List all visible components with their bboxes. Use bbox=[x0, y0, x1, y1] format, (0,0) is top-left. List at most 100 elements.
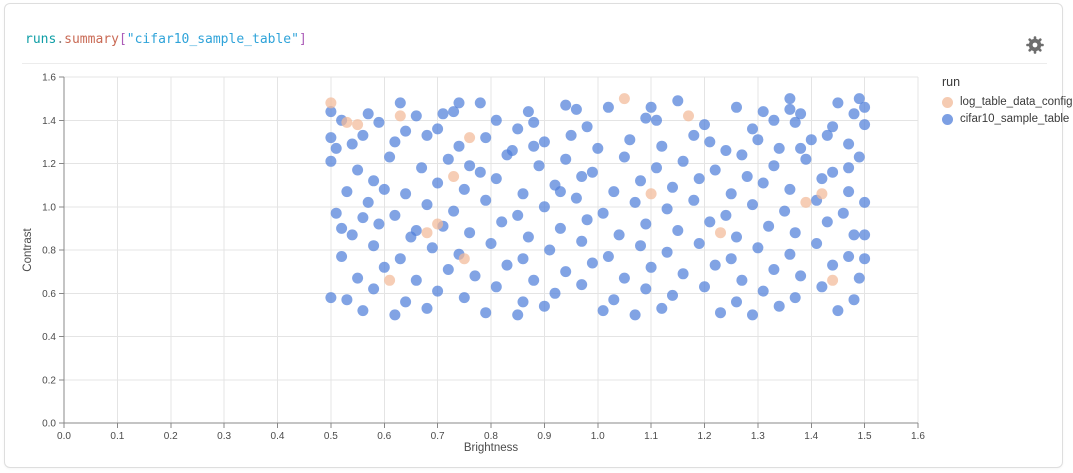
data-point[interactable] bbox=[859, 253, 871, 265]
panel-settings-button[interactable] bbox=[1024, 35, 1046, 57]
data-point[interactable] bbox=[517, 296, 529, 308]
data-point[interactable] bbox=[453, 97, 465, 109]
data-point[interactable] bbox=[538, 300, 550, 312]
data-point[interactable] bbox=[667, 289, 678, 301]
data-point[interactable] bbox=[784, 93, 796, 105]
data-point[interactable] bbox=[448, 171, 460, 182]
data-point[interactable] bbox=[517, 253, 529, 265]
data-point[interactable] bbox=[432, 123, 444, 135]
data-point[interactable] bbox=[843, 251, 855, 262]
data-point[interactable] bbox=[357, 212, 369, 224]
data-point[interactable] bbox=[464, 132, 476, 144]
data-point[interactable] bbox=[576, 235, 588, 247]
data-point[interactable] bbox=[715, 307, 726, 319]
data-point[interactable] bbox=[336, 222, 348, 234]
data-point[interactable] bbox=[789, 116, 801, 128]
data-point[interactable] bbox=[442, 264, 454, 275]
data-point[interactable] bbox=[661, 246, 673, 258]
data-point[interactable] bbox=[661, 203, 673, 215]
data-point[interactable] bbox=[416, 162, 428, 174]
data-point[interactable] bbox=[677, 155, 689, 167]
data-point[interactable] bbox=[757, 177, 769, 189]
data-point[interactable] bbox=[330, 142, 342, 154]
data-point[interactable] bbox=[522, 106, 534, 118]
data-point[interactable] bbox=[821, 129, 833, 141]
data-point[interactable] bbox=[421, 302, 433, 314]
data-point[interactable] bbox=[731, 231, 742, 243]
data-point[interactable] bbox=[554, 186, 566, 198]
data-point[interactable] bbox=[827, 121, 839, 133]
data-point[interactable] bbox=[635, 240, 646, 252]
data-point[interactable] bbox=[693, 238, 705, 249]
data-point[interactable] bbox=[773, 142, 785, 154]
data-point[interactable] bbox=[699, 281, 710, 293]
data-point[interactable] bbox=[560, 266, 572, 278]
data-point[interactable] bbox=[549, 287, 561, 299]
data-point[interactable] bbox=[485, 238, 497, 249]
data-point[interactable] bbox=[720, 145, 732, 156]
data-point[interactable] bbox=[768, 160, 780, 172]
data-point[interactable] bbox=[570, 192, 582, 204]
data-point[interactable] bbox=[624, 134, 636, 146]
data-point[interactable] bbox=[554, 222, 566, 234]
data-point[interactable] bbox=[581, 121, 593, 133]
data-point[interactable] bbox=[517, 188, 529, 200]
data-point[interactable] bbox=[410, 274, 422, 286]
data-point[interactable] bbox=[837, 207, 849, 219]
data-point[interactable] bbox=[853, 272, 865, 284]
data-point[interactable] bbox=[784, 103, 796, 115]
data-point[interactable] bbox=[389, 136, 401, 148]
data-point[interactable] bbox=[816, 281, 828, 293]
data-point[interactable] bbox=[693, 173, 705, 185]
data-point[interactable] bbox=[832, 305, 844, 317]
data-point[interactable] bbox=[325, 155, 337, 167]
data-point[interactable] bbox=[512, 309, 524, 321]
data-point[interactable] bbox=[789, 227, 801, 239]
data-point[interactable] bbox=[464, 227, 476, 239]
data-point[interactable] bbox=[773, 300, 785, 312]
data-point[interactable] bbox=[795, 142, 807, 154]
data-point[interactable] bbox=[709, 259, 721, 271]
data-point[interactable] bbox=[576, 279, 588, 291]
data-point[interactable] bbox=[458, 253, 470, 265]
data-point[interactable] bbox=[843, 186, 855, 198]
data-point[interactable] bbox=[325, 292, 337, 304]
data-point[interactable] bbox=[474, 97, 486, 109]
data-point[interactable] bbox=[368, 283, 380, 295]
data-point[interactable] bbox=[597, 305, 609, 317]
data-point[interactable] bbox=[586, 166, 598, 178]
data-point[interactable] bbox=[373, 116, 385, 128]
data-point[interactable] bbox=[570, 103, 582, 115]
data-point[interactable] bbox=[800, 196, 812, 208]
data-point[interactable] bbox=[480, 307, 492, 319]
data-point[interactable] bbox=[784, 248, 796, 260]
data-point[interactable] bbox=[501, 259, 513, 271]
data-point[interactable] bbox=[656, 140, 668, 152]
data-point[interactable] bbox=[432, 177, 444, 189]
data-point[interactable] bbox=[843, 138, 855, 150]
data-point[interactable] bbox=[704, 136, 716, 148]
data-point[interactable] bbox=[400, 188, 412, 200]
data-point[interactable] bbox=[672, 95, 684, 107]
data-point[interactable] bbox=[421, 199, 433, 211]
data-point[interactable] bbox=[357, 305, 369, 317]
data-point[interactable] bbox=[384, 151, 396, 163]
data-point[interactable] bbox=[410, 110, 422, 122]
data-point[interactable] bbox=[362, 108, 374, 120]
data-point[interactable] bbox=[811, 238, 823, 249]
data-point[interactable] bbox=[656, 302, 668, 314]
data-point[interactable] bbox=[410, 225, 422, 236]
data-point[interactable] bbox=[613, 229, 625, 241]
data-point[interactable] bbox=[763, 220, 775, 232]
data-point[interactable] bbox=[731, 296, 742, 308]
data-point[interactable] bbox=[608, 294, 620, 306]
data-point[interactable] bbox=[528, 274, 540, 286]
data-point[interactable] bbox=[752, 134, 764, 146]
data-point[interactable] bbox=[832, 97, 844, 109]
data-point[interactable] bbox=[602, 251, 614, 262]
data-point[interactable] bbox=[458, 292, 470, 304]
data-point[interactable] bbox=[581, 214, 593, 226]
data-point[interactable] bbox=[560, 153, 572, 165]
data-point[interactable] bbox=[341, 186, 353, 198]
data-point[interactable] bbox=[464, 160, 476, 172]
